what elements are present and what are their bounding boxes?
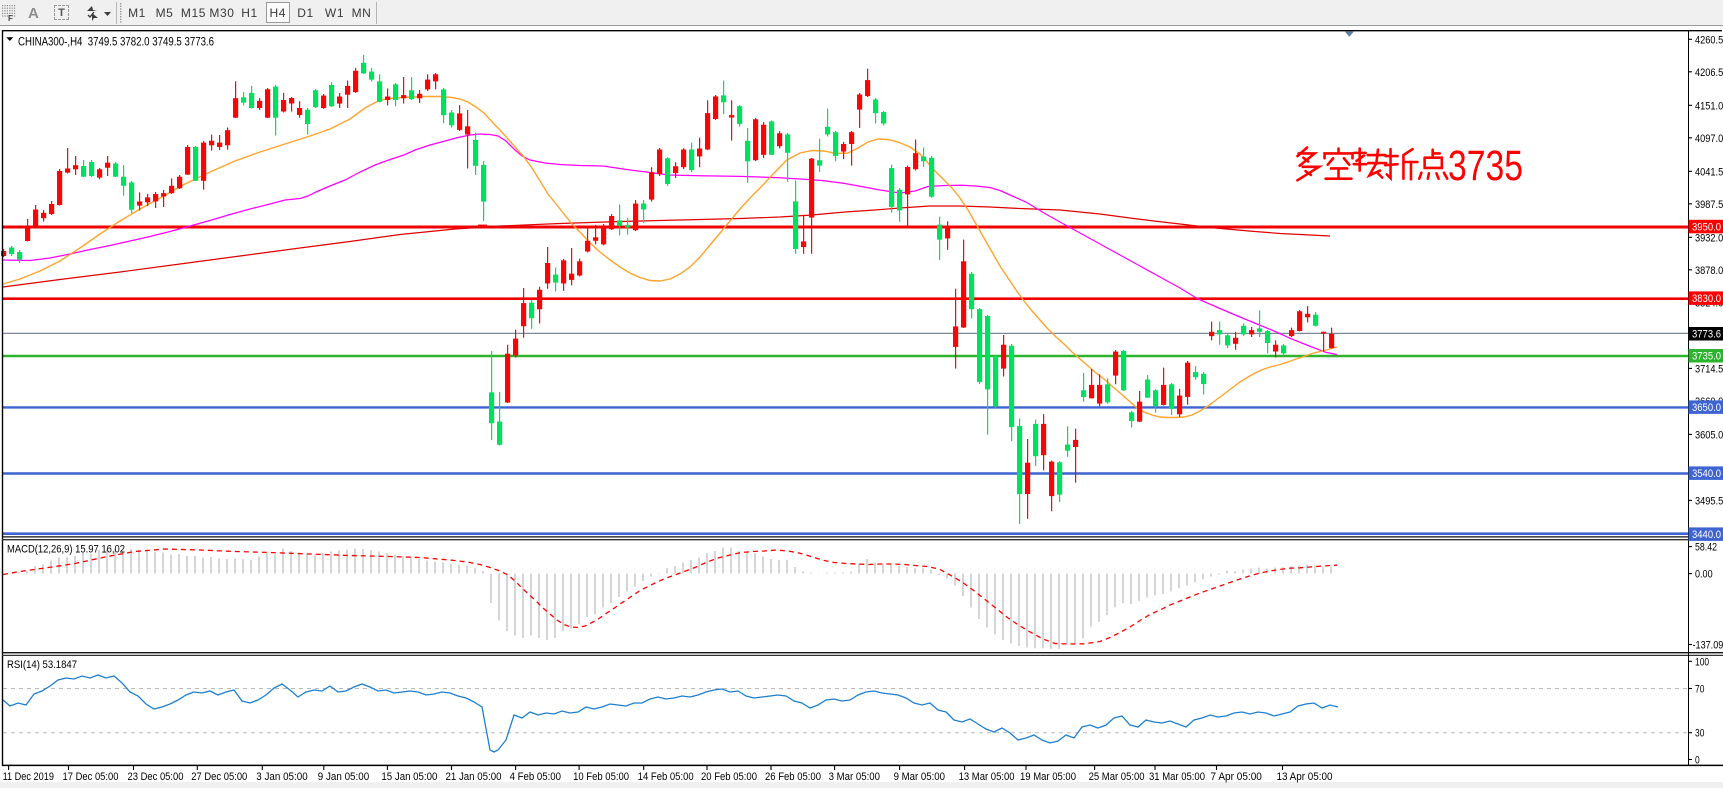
svg-text:30: 30 [1695,728,1704,740]
svg-text:58.42: 58.42 [1695,542,1717,554]
svg-text:15 Jan 05:00: 15 Jan 05:00 [381,771,437,783]
svg-text:25 Mar 05:00: 25 Mar 05:00 [1089,771,1145,783]
svg-text:3735: 3735 [1448,142,1523,190]
svg-text:0: 0 [1695,755,1700,767]
svg-text:MACD(12,26,9) 15.97 16,02: MACD(12,26,9) 15.97 16,02 [7,544,125,556]
svg-text:10 Feb 05:00: 10 Feb 05:00 [573,771,629,783]
svg-text:3540.0: 3540.0 [1692,468,1721,480]
svg-text:14 Feb 05:00: 14 Feb 05:00 [638,771,694,783]
svg-text:7 Apr 05:00: 7 Apr 05:00 [1211,771,1262,783]
svg-text:27 Dec 05:00: 27 Dec 05:00 [191,771,247,783]
svg-text:4 Feb 05:00: 4 Feb 05:00 [510,771,561,783]
svg-text:3987.5: 3987.5 [1695,199,1723,211]
svg-text:11 Dec 2019: 11 Dec 2019 [3,771,54,783]
svg-text:19 Mar 05:00: 19 Mar 05:00 [1020,771,1076,783]
svg-text:13 Mar 05:00: 13 Mar 05:00 [959,771,1015,783]
svg-text:-137.09: -137.09 [1693,640,1723,652]
svg-text:26 Feb 05:00: 26 Feb 05:00 [765,771,821,783]
svg-text:3440.0: 3440.0 [1692,529,1721,541]
svg-text:100: 100 [1695,656,1709,668]
svg-text:23 Dec 05:00: 23 Dec 05:00 [128,771,184,783]
svg-text:70: 70 [1695,684,1704,696]
svg-text:3735.0: 3735.0 [1692,351,1721,363]
svg-text:0.00: 0.00 [1695,569,1713,581]
svg-text:RSI(14) 53.1847: RSI(14) 53.1847 [7,659,77,671]
svg-text:3 Mar 05:00: 3 Mar 05:00 [829,771,880,783]
svg-text:4097.0: 4097.0 [1695,133,1723,145]
svg-text:3650.0: 3650.0 [1692,402,1721,414]
svg-text:3878.0: 3878.0 [1695,265,1723,277]
svg-text:3932.0: 3932.0 [1695,232,1723,244]
svg-text:4206.5: 4206.5 [1695,67,1723,79]
svg-text:17 Dec 05:00: 17 Dec 05:00 [63,771,119,783]
svg-text:4041.5: 4041.5 [1695,166,1723,178]
svg-text:3 Jan 05:00: 3 Jan 05:00 [256,771,307,783]
svg-text:3714.5: 3714.5 [1695,363,1723,375]
svg-text:4260.5: 4260.5 [1695,34,1723,46]
svg-text:3830.0: 3830.0 [1692,293,1721,305]
svg-text:31 Mar 05:00: 31 Mar 05:00 [1149,771,1205,783]
svg-text:4151.0: 4151.0 [1695,100,1723,112]
svg-text:3773.6: 3773.6 [1692,329,1721,341]
svg-text:3950.0: 3950.0 [1692,222,1721,234]
svg-text:CHINA300-,H4 3749.5 3782.0 37: CHINA300-,H4 3749.5 3782.0 3749.5 3773.6 [18,34,214,48]
svg-text:9 Jan 05:00: 9 Jan 05:00 [318,771,369,783]
svg-text:3605.0: 3605.0 [1695,429,1723,441]
svg-text:9 Mar 05:00: 9 Mar 05:00 [894,771,945,783]
svg-text:21 Jan 05:00: 21 Jan 05:00 [446,771,502,783]
svg-text:13 Apr 05:00: 13 Apr 05:00 [1277,771,1333,783]
svg-text:20 Feb 05:00: 20 Feb 05:00 [701,771,757,783]
svg-text:3495.5: 3495.5 [1695,495,1723,507]
